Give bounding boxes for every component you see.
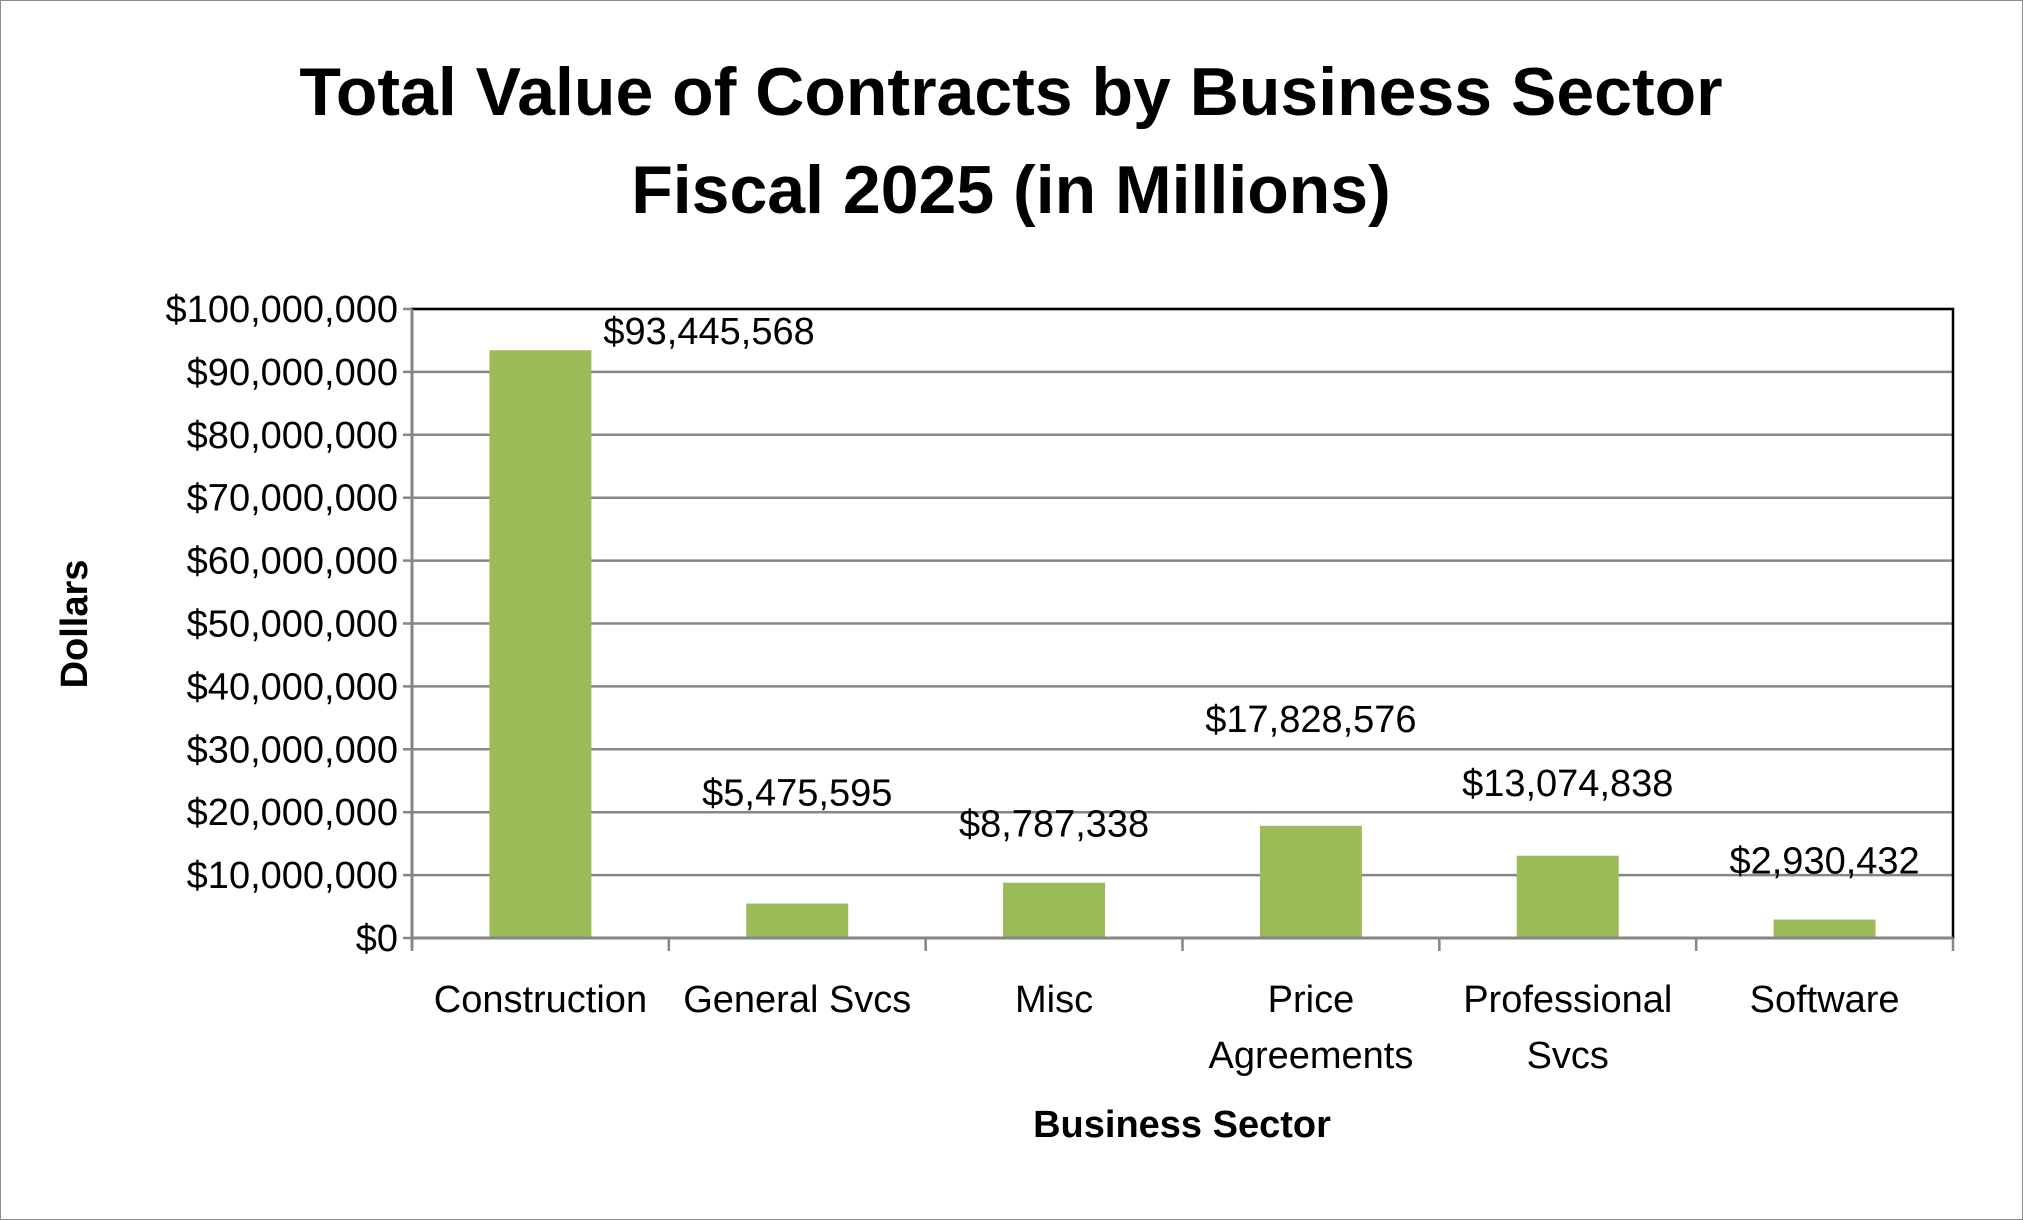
x-axis-title: Business Sector [1033, 1104, 1331, 1146]
bar [1773, 919, 1876, 938]
y-tick-label: $100,000,000 [166, 289, 398, 331]
bar [746, 903, 849, 938]
x-tick-label: Construction [434, 979, 647, 1021]
y-tick-label: $20,000,000 [187, 792, 398, 834]
bar [1516, 855, 1619, 938]
bar [1003, 882, 1106, 938]
bars [489, 350, 1876, 938]
y-tick-label: $10,000,000 [187, 855, 398, 897]
y-tick-label: $30,000,000 [187, 729, 398, 771]
bar [1259, 825, 1362, 938]
data-label: $5,475,595 [702, 773, 892, 815]
y-axis-ticks: $0 $10,000,000 $20,000,000 $30,000,000 $40,0… [166, 289, 412, 960]
bar [489, 350, 592, 938]
x-tick-label: Professional [1463, 979, 1672, 1021]
y-tick-label: $40,000,000 [187, 666, 398, 708]
chart-title-line-1: Total Value of Contracts by Business Sec… [299, 54, 1722, 130]
gridlines [412, 307, 1953, 877]
chart-title-line-2: Fiscal 2025 (in Millions) [631, 152, 1391, 228]
y-tick-label: $90,000,000 [187, 352, 398, 394]
y-tick-label: $50,000,000 [187, 604, 398, 646]
data-label: $8,787,338 [959, 804, 1149, 846]
data-label: $2,930,432 [1729, 841, 1919, 883]
x-tick-label: General Svcs [683, 979, 911, 1021]
chart-title: Total Value of Contracts by Business Sec… [299, 54, 1722, 228]
x-tick-label: Price [1268, 979, 1355, 1021]
y-tick-label: $80,000,000 [187, 415, 398, 457]
data-label: $93,445,568 [603, 311, 814, 353]
y-tick-label: $0 [356, 918, 398, 960]
x-tick-label: Misc [1015, 979, 1093, 1021]
axes [410, 307, 1955, 948]
x-tick-label: Svcs [1527, 1035, 1609, 1077]
data-labels: $93,445,568 $5,475,595 $8,787,338 $17,828,5… [603, 311, 1919, 882]
data-label: $13,074,838 [1462, 763, 1673, 805]
x-axis-ticks: Construction General Svcs Misc Price Agreeme… [410, 938, 1955, 1077]
x-tick-label: Agreements [1208, 1035, 1413, 1077]
y-tick-label: $60,000,000 [187, 541, 398, 583]
y-axis-title: Dollars [54, 560, 96, 689]
y-tick-label: $70,000,000 [187, 478, 398, 520]
data-label: $17,828,576 [1205, 699, 1416, 741]
x-tick-label: Software [1750, 979, 1900, 1021]
